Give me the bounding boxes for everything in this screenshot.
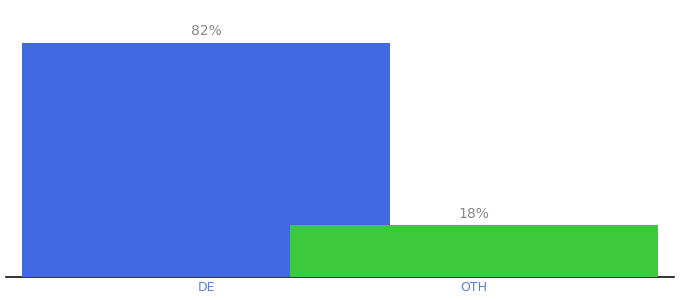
Bar xyxy=(22,43,390,277)
Text: 18%: 18% xyxy=(458,207,489,221)
Bar xyxy=(290,225,658,277)
Text: 82%: 82% xyxy=(191,24,222,38)
